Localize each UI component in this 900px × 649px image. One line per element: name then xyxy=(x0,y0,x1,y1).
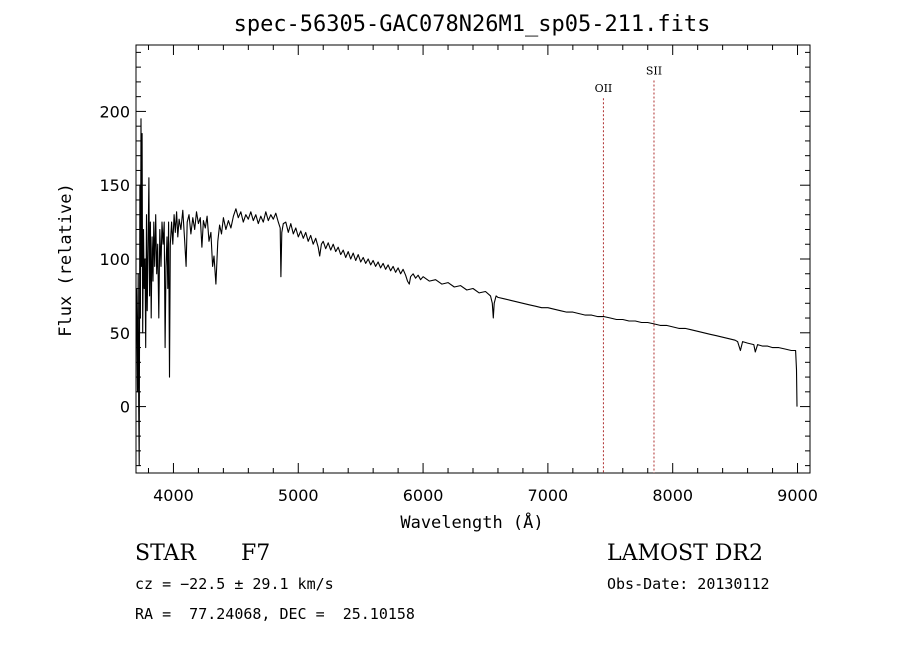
y-tick-label: 100 xyxy=(99,250,130,269)
x-tick-label: 4000 xyxy=(153,486,194,505)
coordinates: RA = 77.24068, DEC = 25.10158 xyxy=(135,605,415,623)
y-axis-label: Flux (relative) xyxy=(56,183,76,337)
y-axis: 0 50 100 150 200 xyxy=(99,51,810,467)
y-tick-label: 200 xyxy=(99,102,130,121)
emission-line-markers: OII SII xyxy=(595,65,662,473)
x-tick-label: 7000 xyxy=(528,486,569,505)
x-axis: 4000 5000 6000 7000 8000 9000 xyxy=(147,45,818,505)
y-tick-label: 50 xyxy=(110,324,130,343)
spectrum-series xyxy=(136,118,798,467)
object-subclass: F7 xyxy=(241,541,270,566)
y-tick-label: 150 xyxy=(99,176,130,195)
line-label-sii: SII xyxy=(646,65,662,78)
x-tick-label: 9000 xyxy=(777,486,818,505)
x-tick-label: 5000 xyxy=(278,486,319,505)
x-tick-label: 8000 xyxy=(652,486,693,505)
object-class: STAR xyxy=(135,541,197,566)
obs-date: Obs-Date: 20130112 xyxy=(607,575,770,593)
chart-title: spec-56305-GAC078N26M1_sp05-211.fits xyxy=(234,12,711,37)
spectrum-line xyxy=(136,118,798,467)
x-axis-label: Wavelength (Å) xyxy=(400,511,543,533)
line-label-oii: OII xyxy=(595,82,613,95)
survey-name: LAMOST DR2 xyxy=(607,541,763,566)
plot-frame xyxy=(135,44,811,474)
y-tick-label: 0 xyxy=(120,398,130,417)
redshift-text: cz = −22.5 ± 29.1 km/s xyxy=(135,575,334,593)
x-tick-label: 6000 xyxy=(403,486,444,505)
